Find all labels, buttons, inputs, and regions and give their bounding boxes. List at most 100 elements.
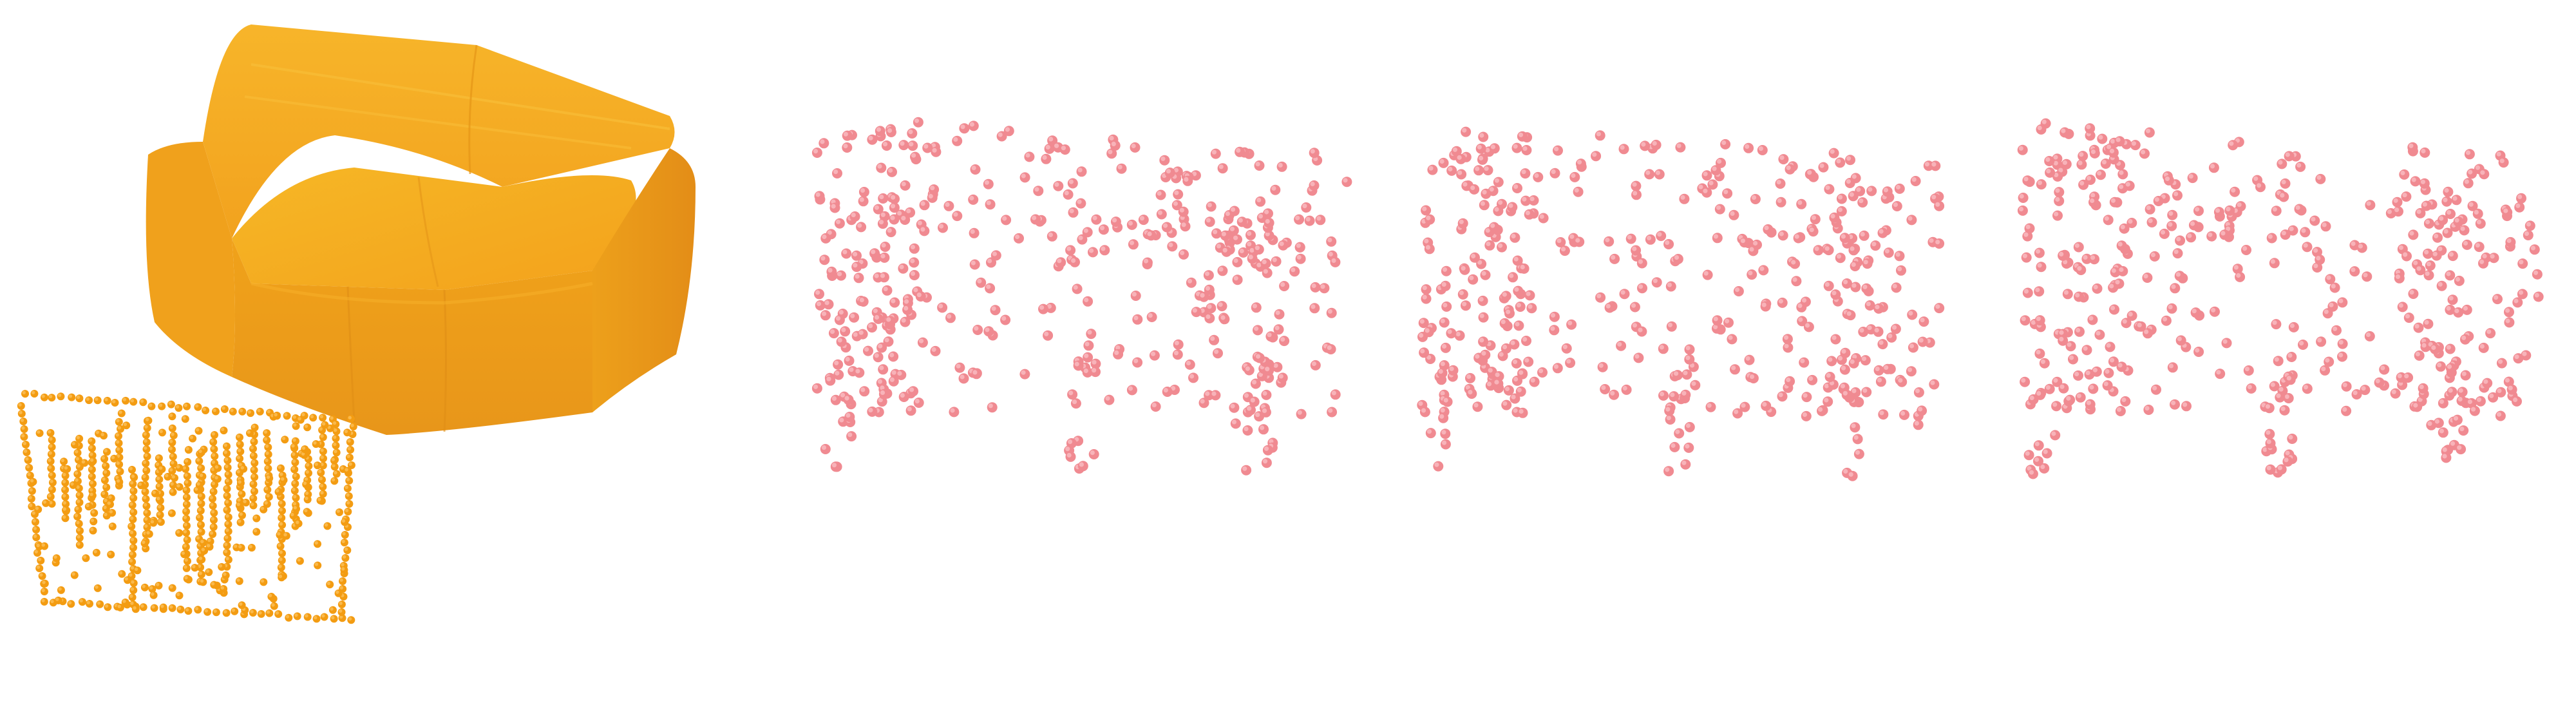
point-highlight: [128, 523, 133, 527]
point-highlight: [324, 523, 328, 527]
point-highlight: [211, 432, 215, 436]
point-highlight: [116, 479, 120, 483]
point-highlight: [1442, 267, 1448, 272]
point-highlight: [1824, 398, 1829, 403]
point-highlight: [196, 428, 200, 432]
point-highlight: [1519, 370, 1524, 375]
point-highlight: [889, 377, 895, 382]
point-highlight: [1479, 313, 1484, 318]
point-highlight: [1498, 200, 1503, 205]
point-highlight: [2438, 246, 2443, 251]
point-highlight: [2278, 160, 2283, 165]
point-highlight: [75, 478, 79, 482]
point-highlight: [837, 271, 842, 276]
point-highlight: [149, 586, 153, 590]
point-highlight: [1522, 146, 1528, 151]
point-highlight: [1520, 264, 1525, 270]
point-highlight: [211, 467, 215, 471]
point-highlight: [2074, 243, 2079, 248]
point-highlight: [1265, 367, 1270, 372]
point-highlight: [1674, 371, 1679, 376]
point-highlight: [1539, 369, 1544, 374]
point-highlight: [1459, 290, 1464, 296]
point-highlight: [2237, 202, 2242, 207]
point-highlight: [821, 311, 827, 316]
point-highlight: [2021, 378, 2026, 383]
point-highlight: [171, 461, 175, 465]
point-highlight: [62, 486, 66, 491]
point-highlight: [79, 599, 83, 602]
point-highlight: [1513, 408, 1518, 413]
point-highlight: [2063, 260, 2068, 265]
point-highlight: [1200, 399, 1205, 404]
point-highlight: [1233, 235, 1238, 240]
point-highlight: [2144, 329, 2149, 334]
point-highlight: [956, 363, 961, 369]
point-highlight: [340, 466, 344, 470]
point-highlight: [2109, 358, 2115, 363]
point-highlight: [1204, 271, 1210, 276]
point-highlight: [2416, 209, 2421, 215]
point-highlight: [1479, 338, 1484, 343]
point-highlight: [28, 496, 32, 499]
point-highlight: [857, 223, 862, 228]
point-highlight: [1214, 349, 1219, 354]
point-highlight: [90, 492, 93, 496]
point-highlight: [144, 425, 148, 429]
point-highlight: [1479, 155, 1484, 161]
point-highlight: [1671, 443, 1676, 448]
point-highlight: [1494, 380, 1499, 385]
point-highlight: [901, 216, 906, 221]
point-highlight: [61, 458, 65, 463]
point-highlight: [1826, 373, 1831, 378]
point-highlight: [57, 393, 62, 398]
point-highlight: [104, 604, 109, 608]
point-highlight: [319, 484, 324, 488]
point-highlight: [1660, 391, 1665, 397]
point-highlight: [2059, 330, 2064, 335]
point-highlight: [35, 506, 39, 510]
sofa-seat: [232, 168, 636, 290]
point-highlight: [2034, 441, 2040, 447]
point-highlight: [1327, 237, 1332, 243]
point-highlight: [1832, 335, 1837, 340]
point-highlight: [2533, 270, 2539, 275]
point-highlight: [21, 434, 25, 438]
point-highlight: [2036, 316, 2041, 322]
point-highlight: [1039, 305, 1045, 310]
point-highlight: [331, 615, 335, 620]
point-highlight: [82, 555, 87, 559]
point-highlight: [1072, 399, 1077, 405]
point-highlight: [2055, 197, 2060, 202]
point-highlight: [1567, 320, 1573, 325]
point-highlight: [266, 494, 270, 497]
point-highlight: [1233, 276, 1238, 281]
point-highlight: [146, 531, 150, 535]
point-highlight: [230, 409, 234, 412]
point-highlight: [913, 287, 918, 293]
point-highlight: [2257, 183, 2262, 188]
point-highlight: [317, 470, 322, 474]
point-highlight: [2145, 128, 2151, 133]
point-highlight: [1499, 352, 1504, 357]
point-highlight: [1477, 260, 1482, 265]
point-highlight: [104, 448, 108, 453]
point-highlight: [890, 215, 895, 220]
point-highlight: [1090, 450, 1095, 456]
point-highlight: [992, 251, 997, 256]
point-highlight: [1064, 190, 1069, 196]
point-highlight: [1703, 171, 1708, 177]
point-highlight: [1114, 350, 1119, 355]
point-highlight: [1210, 336, 1215, 341]
point-highlight: [117, 426, 121, 430]
point-highlight: [1779, 155, 1785, 160]
point-highlight: [1764, 226, 1769, 231]
point-highlight: [233, 544, 238, 548]
point-highlight: [880, 390, 886, 395]
point-highlight: [884, 338, 889, 343]
point-highlight: [251, 439, 255, 443]
point-highlight: [1877, 378, 1882, 383]
point-highlight: [1218, 302, 1223, 307]
point-highlight: [853, 332, 858, 337]
point-highlight: [2479, 343, 2485, 349]
